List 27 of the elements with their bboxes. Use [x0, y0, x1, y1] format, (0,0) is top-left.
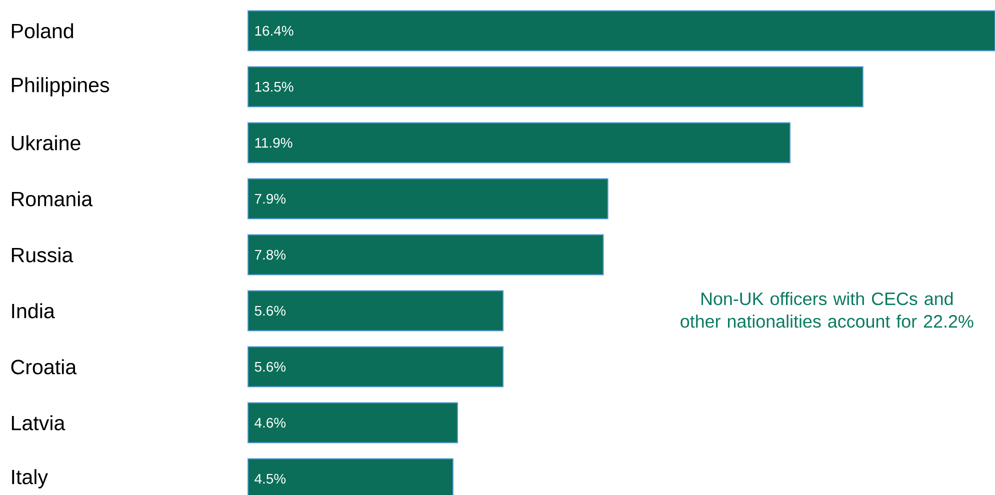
y-tick-label: Philippines [12, 77, 110, 96]
y-tick-label: Ukraine [12, 135, 80, 150]
data-label: 5.6% [254, 362, 286, 372]
bar [248, 66, 864, 108]
data-label: 7.9% [254, 194, 286, 204]
bar [248, 122, 791, 164]
y-tick-label: Russia [12, 247, 74, 262]
bar [248, 346, 504, 388]
bar [248, 290, 504, 332]
y-tick-label: India [12, 303, 55, 318]
bar [248, 10, 995, 52]
y-tick-label: Poland [12, 23, 74, 38]
bar [248, 178, 608, 220]
data-label: 11.9% [255, 138, 292, 148]
data-label: 13.5% [255, 82, 294, 92]
y-tick-label: Latvia [12, 415, 66, 430]
data-label: 5.6% [254, 306, 286, 316]
data-label: 4.6% [254, 418, 286, 428]
annotation: Non-UK officers with CECs and other nationalities account for 22.2% [680, 292, 974, 328]
bar [248, 402, 458, 444]
data-label: 16.4% [255, 26, 294, 36]
y-tick-label: Italy [12, 469, 48, 488]
bar [248, 234, 604, 276]
data-label: 7.8% [254, 250, 286, 260]
y-tick-label: Croatia [11, 359, 77, 374]
data-label: 4.5% [254, 474, 286, 484]
y-tick-label: Romania [12, 191, 93, 206]
